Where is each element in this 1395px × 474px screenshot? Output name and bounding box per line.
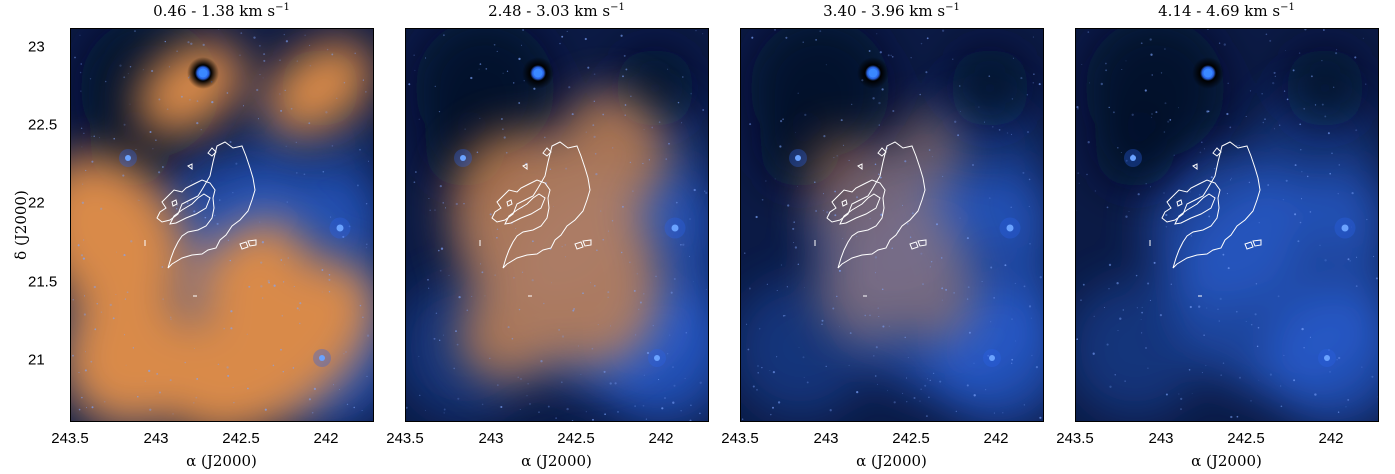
- sky-image: [70, 28, 373, 421]
- contour: [857, 163, 863, 170]
- y-tick-label: 21: [28, 351, 45, 369]
- x-axis-label: α (J2000): [856, 452, 927, 470]
- co-emission: [805, 110, 975, 345]
- contour: [504, 193, 546, 225]
- x-tick-label: 242: [648, 430, 674, 447]
- x-axis-label: α (J2000): [186, 452, 257, 470]
- x-tick-label: 243.5: [721, 430, 759, 447]
- contour: [1174, 193, 1216, 225]
- contour: [171, 199, 178, 207]
- contour: [239, 241, 249, 250]
- x-tick-label: 242.5: [892, 430, 930, 447]
- star: [336, 224, 344, 232]
- sky-image: [405, 28, 708, 421]
- star: [1341, 224, 1349, 232]
- panel-title-2: 2.48 - 3.03 km s−1: [488, 2, 625, 20]
- contour: [542, 147, 552, 157]
- star: [125, 155, 131, 161]
- contour: [1212, 147, 1222, 157]
- x-axis-label: α (J2000): [1191, 452, 1262, 470]
- panel-title-1: 0.46 - 1.38 km s−1: [153, 2, 290, 20]
- x-tick-label: 243.5: [1056, 430, 1094, 447]
- sky-image: [740, 28, 1043, 421]
- y-tick-label: 21.5: [28, 273, 58, 291]
- contour: [841, 199, 848, 207]
- star: [795, 155, 801, 161]
- x-tick-label: 242.5: [1227, 430, 1265, 447]
- x-tick-label: 243: [1148, 430, 1174, 447]
- star: [989, 355, 995, 361]
- x-tick-label: 242.5: [222, 430, 260, 447]
- contour: [247, 239, 257, 247]
- star: [1130, 155, 1136, 161]
- star: [671, 224, 679, 232]
- star: [319, 355, 325, 361]
- co-emission: [70, 40, 373, 421]
- y-tick-label: 22.5: [28, 116, 58, 134]
- star: [1324, 355, 1330, 361]
- contour: [169, 193, 211, 225]
- contour: [574, 241, 584, 250]
- star: [1006, 224, 1014, 232]
- x-tick-label: 243.5: [51, 430, 89, 447]
- x-tick-label: 243: [813, 430, 839, 447]
- contour: [826, 141, 926, 269]
- contour: [1161, 141, 1261, 269]
- x-tick-label: 242: [313, 430, 339, 447]
- contour: [582, 239, 592, 247]
- y-tick-label: 22: [28, 194, 45, 212]
- x-tick-label: 243.5: [386, 430, 424, 447]
- image-panel-3: [740, 28, 1044, 422]
- x-axis-label: α (J2000): [521, 452, 592, 470]
- x-tick-label: 242: [1318, 430, 1344, 447]
- contour: [522, 163, 528, 170]
- contour: [1192, 163, 1198, 170]
- star: [654, 355, 660, 361]
- x-tick-label: 242: [983, 430, 1009, 447]
- star: [460, 155, 466, 161]
- x-tick-label: 243: [478, 430, 504, 447]
- contour: [909, 241, 919, 250]
- contour: [506, 199, 513, 207]
- panel-title-3: 3.40 - 3.96 km s−1: [823, 2, 960, 20]
- contour: [1176, 199, 1183, 207]
- contour: [491, 141, 591, 269]
- image-panel-1: [70, 28, 374, 422]
- y-tick-label: 23: [28, 38, 45, 56]
- contour: [839, 193, 881, 225]
- contour: [877, 147, 887, 157]
- sky-image: [1075, 28, 1378, 421]
- x-tick-label: 243: [143, 430, 169, 447]
- contour: [207, 147, 217, 157]
- x-tick-label: 242.5: [557, 430, 595, 447]
- panel-title-4: 4.14 - 4.69 km s−1: [1158, 2, 1295, 20]
- image-panel-4: [1075, 28, 1379, 422]
- co-emission: [450, 91, 669, 382]
- contour: [1252, 239, 1262, 247]
- contour: [187, 163, 193, 170]
- contour: [917, 239, 927, 247]
- contour: [1244, 241, 1254, 250]
- contour: [156, 141, 256, 269]
- image-panel-2: [405, 28, 709, 422]
